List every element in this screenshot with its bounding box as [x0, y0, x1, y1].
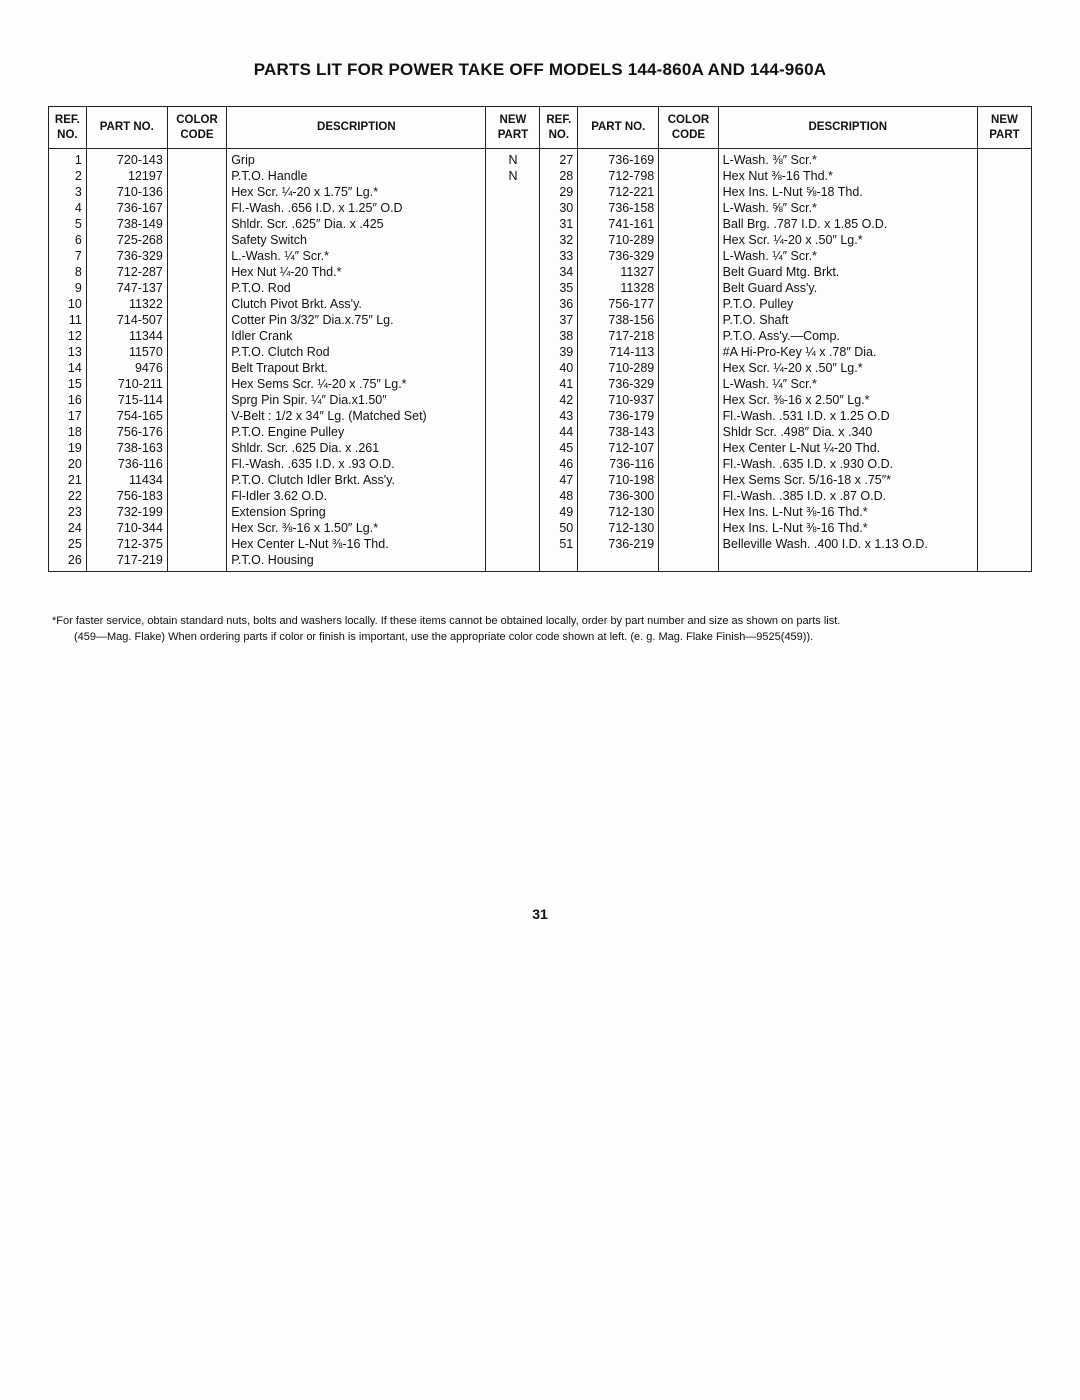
col-ref-left: 1234567891011121314151617181920212223242…: [49, 149, 87, 572]
header-part-2: PART NO.: [578, 107, 659, 149]
page-number: 31: [48, 906, 1032, 922]
footnote-line2: (459—Mag. Flake) When ordering parts if …: [52, 630, 1028, 646]
col-desc-right: L-Wash. ⅜″ Scr.*Hex Nut ⅜-16 Thd.*Hex In…: [718, 149, 977, 572]
col-part-right: 736-169712-798712-221736-158741-161710-2…: [578, 149, 659, 572]
footnote-line1: *For faster service, obtain standard nut…: [52, 615, 840, 627]
header-color: COLOR CODE: [167, 107, 226, 149]
parts-table: REF. NO. PART NO. COLOR CODE DESCRIPTION…: [48, 106, 1032, 572]
header-ref: REF. NO.: [49, 107, 87, 149]
header-color-2: COLOR CODE: [659, 107, 718, 149]
page-title: PARTS LIT FOR POWER TAKE OFF MODELS 144-…: [48, 60, 1032, 80]
col-ref-right: 2728293031323334353637383940414243444546…: [540, 149, 578, 572]
col-color-right: [659, 149, 718, 572]
col-part-left: 720-14312197710-136736-167738-149725-268…: [86, 149, 167, 572]
col-desc-left: GripP.T.O. HandleHex Scr. ¼-20 x 1.75″ L…: [227, 149, 486, 572]
col-new-left: NN: [486, 149, 540, 572]
header-part: PART NO.: [86, 107, 167, 149]
header-desc: DESCRIPTION: [227, 107, 486, 149]
header-desc-2: DESCRIPTION: [718, 107, 977, 149]
header-new: NEW PART: [486, 107, 540, 149]
header-new-2: NEW PART: [977, 107, 1031, 149]
footnote: *For faster service, obtain standard nut…: [48, 614, 1032, 646]
col-new-right: [977, 149, 1031, 572]
header-ref-2: REF. NO.: [540, 107, 578, 149]
col-color-left: [167, 149, 226, 572]
